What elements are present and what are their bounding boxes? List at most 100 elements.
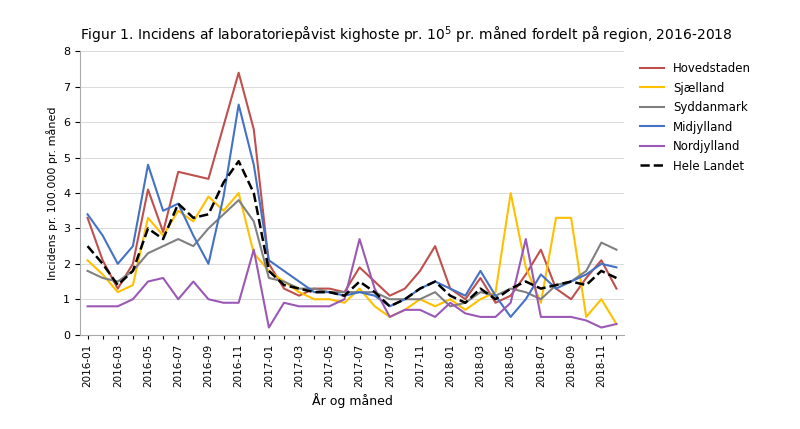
Hovedstaden: [218, 123, 228, 128]
Syddanmark: [476, 290, 486, 295]
Sjælland: [566, 215, 576, 221]
Sjælland: [189, 219, 198, 224]
Nordjylland: [82, 304, 92, 309]
Midjylland: [400, 297, 410, 302]
Midjylland: [476, 269, 486, 274]
Sjælland: [204, 194, 214, 199]
Hele Landet: [354, 279, 364, 284]
Hovedstaden: [82, 215, 92, 221]
Syddanmark: [264, 275, 274, 281]
Nordjylland: [597, 325, 606, 330]
Sjælland: [490, 290, 500, 295]
Midjylland: [521, 297, 530, 302]
Hovedstaden: [415, 269, 425, 274]
Syddanmark: [461, 300, 470, 305]
Hovedstaden: [506, 293, 515, 298]
Midjylland: [113, 261, 122, 266]
Midjylland: [204, 261, 214, 266]
Nordjylland: [446, 300, 455, 305]
Midjylland: [294, 279, 304, 284]
Syddanmark: [143, 251, 153, 256]
Hovedstaden: [249, 127, 258, 132]
Sjælland: [143, 215, 153, 221]
Syddanmark: [294, 286, 304, 291]
Nordjylland: [174, 297, 183, 302]
Nordjylland: [430, 314, 440, 320]
Hovedstaden: [113, 286, 122, 291]
Sjælland: [476, 297, 486, 302]
Midjylland: [143, 162, 153, 167]
Midjylland: [174, 201, 183, 206]
Hovedstaden: [536, 247, 546, 252]
Hovedstaden: [446, 286, 455, 291]
Sjælland: [325, 297, 334, 302]
Hele Landet: [582, 283, 591, 288]
Hovedstaden: [325, 286, 334, 291]
Sjælland: [461, 307, 470, 312]
Syddanmark: [174, 236, 183, 242]
Syddanmark: [249, 219, 258, 224]
Hele Landet: [189, 215, 198, 221]
Nordjylland: [279, 300, 289, 305]
Midjylland: [310, 290, 319, 295]
Nordjylland: [158, 275, 168, 281]
Sjælland: [415, 297, 425, 302]
Syddanmark: [490, 293, 500, 298]
Sjælland: [597, 297, 606, 302]
Sjælland: [370, 304, 379, 309]
Hovedstaden: [582, 275, 591, 281]
Syddanmark: [400, 297, 410, 302]
Sjælland: [249, 251, 258, 256]
Sjælland: [385, 314, 394, 320]
Nordjylland: [325, 304, 334, 309]
Nordjylland: [143, 279, 153, 284]
Syddanmark: [113, 279, 122, 284]
Syddanmark: [370, 290, 379, 295]
Midjylland: [430, 279, 440, 284]
Midjylland: [234, 102, 243, 107]
Sjælland: [264, 269, 274, 274]
Midjylland: [218, 194, 228, 199]
Hele Landet: [536, 286, 546, 291]
Hele Landet: [294, 286, 304, 291]
Nordjylland: [400, 307, 410, 312]
Hele Landet: [82, 244, 92, 249]
Hele Landet: [476, 286, 486, 291]
Midjylland: [551, 286, 561, 291]
Syddanmark: [566, 279, 576, 284]
Hele Landet: [325, 290, 334, 295]
Hovedstaden: [354, 265, 364, 270]
Hovedstaden: [521, 272, 530, 277]
Nordjylland: [490, 314, 500, 320]
Midjylland: [461, 293, 470, 298]
Midjylland: [446, 286, 455, 291]
Hovedstaden: [340, 290, 350, 295]
Sjælland: [354, 286, 364, 291]
Hele Landet: [490, 297, 500, 302]
Sjælland: [218, 208, 228, 213]
Midjylland: [582, 272, 591, 277]
Syddanmark: [612, 247, 622, 252]
Syddanmark: [218, 212, 228, 217]
Nordjylland: [249, 247, 258, 252]
Nordjylland: [98, 304, 107, 309]
Midjylland: [415, 286, 425, 291]
Midjylland: [536, 272, 546, 277]
Nordjylland: [264, 325, 274, 330]
Nordjylland: [310, 304, 319, 309]
Midjylland: [98, 233, 107, 238]
Hovedstaden: [234, 70, 243, 76]
Sjælland: [98, 272, 107, 277]
Hele Landet: [174, 201, 183, 206]
Syddanmark: [204, 226, 214, 231]
Midjylland: [385, 304, 394, 309]
Hele Landet: [249, 190, 258, 196]
Hovedstaden: [189, 173, 198, 178]
Midjylland: [597, 261, 606, 266]
Hovedstaden: [158, 230, 168, 235]
Sjælland: [506, 190, 515, 196]
Legend: Hovedstaden, Sjælland, Syddanmark, Midjylland, Nordjylland, Hele Landet: Hovedstaden, Sjælland, Syddanmark, Midjy…: [635, 57, 756, 177]
Syddanmark: [446, 304, 455, 309]
Midjylland: [189, 233, 198, 238]
Syddanmark: [430, 290, 440, 295]
